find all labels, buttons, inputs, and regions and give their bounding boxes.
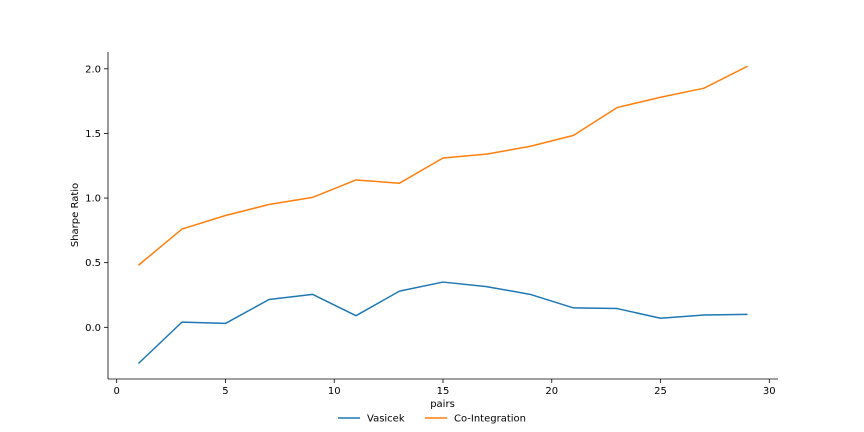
x-tick-label: 0 xyxy=(114,386,120,397)
x-tick-label: 10 xyxy=(328,386,341,397)
legend-label-co-integration: Co-Integration xyxy=(454,414,526,425)
y-tick-label: 0.5 xyxy=(85,258,101,269)
y-axis-title: Sharpe Ratio xyxy=(70,183,81,247)
y-tick-label: 2.0 xyxy=(85,64,101,75)
x-tick-label: 25 xyxy=(654,386,667,397)
y-tick-label: 0.0 xyxy=(85,323,101,334)
x-tick-label: 15 xyxy=(437,386,450,397)
legend: Vasicek Co-Integration xyxy=(338,414,526,425)
x-axis-title: pairs xyxy=(430,399,455,410)
y-tick-label: 1.0 xyxy=(85,194,101,205)
x-axis-ticks: 0 5 10 15 20 25 30 xyxy=(114,379,776,397)
x-tick-label: 5 xyxy=(222,386,228,397)
y-tick-label: 1.5 xyxy=(85,129,101,140)
x-tick-label: 20 xyxy=(545,386,558,397)
x-tick-label: 30 xyxy=(763,386,776,397)
series-line-vasicek xyxy=(137,281,748,365)
axes xyxy=(107,52,778,380)
series-line-co-integration xyxy=(137,65,748,266)
y-axis-ticks: 0.0 0.5 1.0 1.5 2.0 xyxy=(85,64,108,334)
series-layer xyxy=(137,65,748,365)
legend-label-vasicek: Vasicek xyxy=(367,414,405,425)
